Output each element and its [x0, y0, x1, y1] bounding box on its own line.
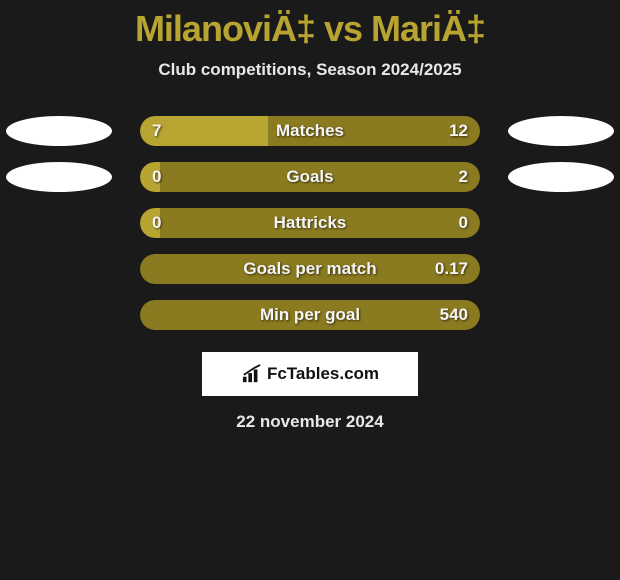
stat-bar: Matches 7 12	[140, 116, 480, 146]
stat-row: Matches 7 12	[0, 108, 620, 154]
stat-bar: Min per goal 540	[140, 300, 480, 330]
player-left-marker	[6, 116, 112, 146]
logo-text: FcTables.com	[267, 364, 379, 384]
stat-label: Hattricks	[274, 213, 347, 233]
source-logo: FcTables.com	[202, 352, 418, 396]
stat-value-left: 0	[152, 167, 161, 187]
stat-value-right: 2	[459, 167, 468, 187]
stat-label: Matches	[276, 121, 344, 141]
subtitle: Club competitions, Season 2024/2025	[0, 60, 620, 80]
stat-row: Goals 0 2	[0, 154, 620, 200]
stat-value-left: 7	[152, 121, 161, 141]
stat-value-right: 0	[459, 213, 468, 233]
player-left-marker	[6, 162, 112, 192]
stat-label: Goals per match	[243, 259, 376, 279]
date: 22 november 2024	[0, 412, 620, 432]
stat-row: Min per goal 540	[0, 292, 620, 338]
stat-value-left: 0	[152, 213, 161, 233]
comparison-infographic: MilanoviÄ‡ vs MariÄ‡ Club competitions, …	[0, 0, 620, 432]
stat-label: Goals	[286, 167, 333, 187]
bar-chart-icon	[241, 364, 263, 384]
stat-value-right: 540	[440, 305, 468, 325]
stat-value-right: 12	[449, 121, 468, 141]
stat-row: Goals per match 0.17	[0, 246, 620, 292]
stat-rows: Matches 7 12 Goals 0 2 Hattricks 0 0 Goals per ma…	[0, 108, 620, 338]
stat-value-right: 0.17	[435, 259, 468, 279]
stat-bar: Goals per match 0.17	[140, 254, 480, 284]
player-right-marker	[508, 116, 614, 146]
player-right-marker	[508, 162, 614, 192]
stat-label: Min per goal	[260, 305, 360, 325]
stat-bar: Goals 0 2	[140, 162, 480, 192]
page-title: MilanoviÄ‡ vs MariÄ‡	[0, 8, 620, 50]
stat-bar: Hattricks 0 0	[140, 208, 480, 238]
stat-row: Hattricks 0 0	[0, 200, 620, 246]
